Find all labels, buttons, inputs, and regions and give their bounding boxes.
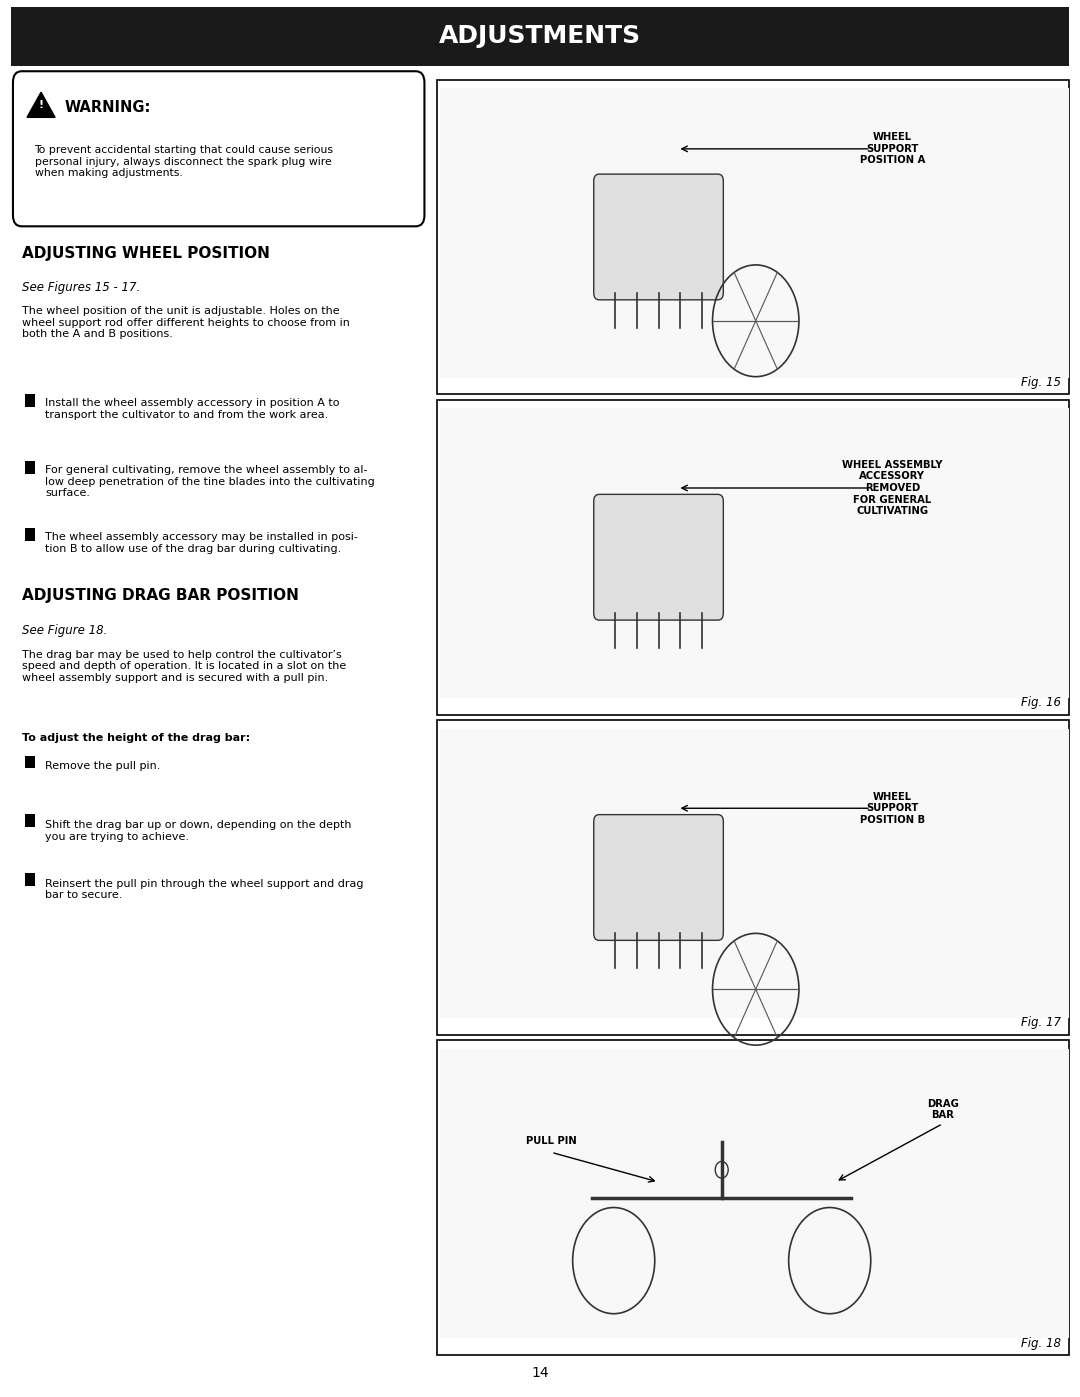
Text: Remove the pull pin.: Remove the pull pin. — [45, 761, 161, 771]
Text: Shift the drag bar up or down, depending on the depth
you are trying to achieve.: Shift the drag bar up or down, depending… — [45, 820, 352, 841]
Polygon shape — [27, 92, 55, 117]
FancyBboxPatch shape — [25, 528, 35, 541]
Text: !: ! — [39, 99, 43, 110]
Text: To adjust the height of the drag bar:: To adjust the height of the drag bar: — [22, 733, 249, 743]
FancyBboxPatch shape — [440, 1049, 1069, 1338]
FancyBboxPatch shape — [437, 1041, 1069, 1355]
FancyBboxPatch shape — [440, 408, 1069, 698]
Text: Fig. 17: Fig. 17 — [1021, 1016, 1061, 1030]
FancyBboxPatch shape — [594, 814, 724, 940]
FancyBboxPatch shape — [437, 80, 1069, 394]
Text: ADJUSTING DRAG BAR POSITION: ADJUSTING DRAG BAR POSITION — [22, 588, 298, 604]
Text: To prevent accidental starting that could cause serious
personal injury, always : To prevent accidental starting that coul… — [35, 145, 334, 179]
Text: See Figure 18.: See Figure 18. — [22, 624, 107, 637]
FancyBboxPatch shape — [440, 729, 1069, 1018]
Text: PULL PIN: PULL PIN — [526, 1136, 577, 1146]
Text: Fig. 18: Fig. 18 — [1021, 1337, 1061, 1350]
Text: 14: 14 — [531, 1366, 549, 1380]
FancyBboxPatch shape — [11, 7, 1069, 66]
FancyBboxPatch shape — [25, 873, 35, 886]
FancyBboxPatch shape — [437, 400, 1069, 715]
FancyBboxPatch shape — [440, 88, 1069, 377]
Text: The wheel assembly accessory may be installed in posi-
tion B to allow use of th: The wheel assembly accessory may be inst… — [45, 532, 359, 553]
FancyBboxPatch shape — [25, 461, 35, 474]
Text: Reinsert the pull pin through the wheel support and drag
bar to secure.: Reinsert the pull pin through the wheel … — [45, 879, 364, 900]
FancyBboxPatch shape — [13, 71, 424, 226]
Text: Fig. 16: Fig. 16 — [1021, 696, 1061, 710]
FancyBboxPatch shape — [25, 756, 35, 768]
FancyBboxPatch shape — [594, 495, 724, 620]
Text: The wheel position of the unit is adjustable. Holes on the
wheel support rod off: The wheel position of the unit is adjust… — [22, 306, 350, 339]
Text: WHEEL ASSEMBLY
ACCESSORY
REMOVED
FOR GENERAL
CULTIVATING: WHEEL ASSEMBLY ACCESSORY REMOVED FOR GEN… — [842, 460, 943, 517]
Text: WHEEL
SUPPORT
POSITION A: WHEEL SUPPORT POSITION A — [860, 133, 924, 165]
Text: WHEEL
SUPPORT
POSITION B: WHEEL SUPPORT POSITION B — [860, 792, 924, 824]
Text: The drag bar may be used to help control the cultivator’s
speed and depth of ope: The drag bar may be used to help control… — [22, 650, 346, 683]
Text: ADJUSTING WHEEL POSITION: ADJUSTING WHEEL POSITION — [22, 246, 270, 261]
Text: DRAG
BAR: DRAG BAR — [927, 1099, 959, 1120]
FancyBboxPatch shape — [25, 394, 35, 407]
Text: WARNING:: WARNING: — [65, 101, 151, 115]
FancyBboxPatch shape — [437, 721, 1069, 1035]
Text: Install the wheel assembly accessory in position A to
transport the cultivator t: Install the wheel assembly accessory in … — [45, 398, 340, 419]
FancyBboxPatch shape — [594, 175, 724, 300]
Text: See Figures 15 - 17.: See Figures 15 - 17. — [22, 281, 139, 293]
Text: ADJUSTMENTS: ADJUSTMENTS — [438, 24, 642, 49]
FancyBboxPatch shape — [25, 814, 35, 827]
Text: Fig. 15: Fig. 15 — [1021, 376, 1061, 388]
Text: For general cultivating, remove the wheel assembly to al-
low deep penetration o: For general cultivating, remove the whee… — [45, 465, 375, 499]
